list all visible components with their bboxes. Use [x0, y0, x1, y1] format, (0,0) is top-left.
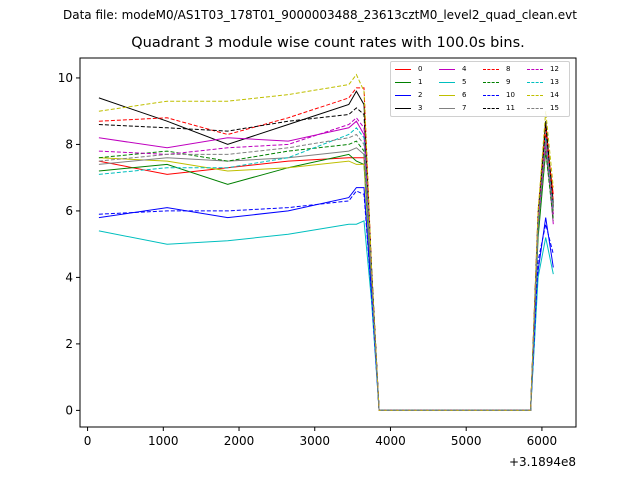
- legend-label: 11: [506, 104, 515, 112]
- legend-swatch: [527, 107, 543, 109]
- legend-item-2: 2: [395, 90, 422, 100]
- legend-swatch: [439, 94, 455, 96]
- legend-item-9: 9: [483, 77, 510, 87]
- legend-label: 6: [462, 91, 467, 99]
- x-tick-label: 1000: [148, 434, 179, 448]
- series-line-5: [98, 220, 554, 411]
- legend-label: 10: [506, 91, 515, 99]
- legend-item-12: 12: [527, 64, 559, 74]
- legend-item-6: 6: [439, 90, 466, 100]
- y-tick-label: 6: [65, 204, 73, 218]
- series-layer: [98, 73, 554, 411]
- legend-label: 15: [550, 104, 559, 112]
- series-line-3: [98, 90, 554, 411]
- legend-label: 12: [550, 65, 559, 73]
- legend-swatch: [483, 107, 499, 109]
- series-line-2: [98, 187, 554, 411]
- y-tick-label: 4: [65, 270, 73, 284]
- legend-item-7: 7: [439, 103, 466, 113]
- legend-item-8: 8: [483, 64, 510, 74]
- x-axis: 0 1000 2000 3000 4000 5000 6000: [84, 427, 557, 448]
- legend-item-0: 0: [395, 64, 422, 74]
- series-line-0: [98, 134, 554, 411]
- series-line-13: [98, 127, 554, 411]
- legend-item-1: 1: [395, 77, 422, 87]
- legend-swatch: [395, 81, 411, 83]
- legend-item-13: 13: [527, 77, 559, 87]
- legend-item-10: 10: [483, 90, 515, 100]
- y-tick-label: 8: [65, 137, 73, 151]
- legend-swatch: [527, 94, 543, 96]
- x-tick-label: 4000: [375, 434, 406, 448]
- series-line-7: [98, 144, 554, 411]
- legend-item-3: 3: [395, 103, 422, 113]
- legend-swatch: [439, 68, 455, 70]
- legend-swatch: [483, 81, 499, 83]
- series-line-6: [98, 147, 554, 411]
- legend-swatch: [483, 68, 499, 70]
- legend-item-5: 5: [439, 77, 466, 87]
- legend-label: 9: [506, 78, 511, 86]
- series-line-10: [98, 190, 554, 411]
- legend-item-15: 15: [527, 103, 559, 113]
- legend: 0 1 2 3 4 5 6 7 8 9 10 11 12 13 14 15: [390, 61, 570, 117]
- legend-label: 8: [506, 65, 511, 73]
- series-line-14: [98, 73, 554, 411]
- legend-label: 7: [462, 104, 467, 112]
- series-line-15: [98, 133, 554, 411]
- legend-swatch: [395, 107, 411, 109]
- chart-title: Quadrant 3 module wise count rates with …: [131, 35, 525, 51]
- x-tick-label: 5000: [451, 434, 482, 448]
- legend-label: 2: [418, 91, 423, 99]
- legend-label: 4: [462, 65, 467, 73]
- data-file-label: Data file: modeM0/AS1T03_178T01_90000034…: [63, 8, 577, 22]
- legend-label: 3: [418, 104, 423, 112]
- y-tick-label: 0: [65, 403, 73, 417]
- legend-label: 14: [550, 91, 559, 99]
- legend-swatch: [527, 68, 543, 70]
- legend-swatch: [395, 68, 411, 70]
- legend-swatch: [439, 107, 455, 109]
- legend-label: 5: [462, 78, 467, 86]
- x-offset-label: +3.1894e8: [509, 455, 576, 469]
- legend-label: 13: [550, 78, 559, 86]
- legend-item-11: 11: [483, 103, 515, 113]
- legend-label: 0: [418, 65, 423, 73]
- y-tick-label: 2: [65, 337, 73, 351]
- legend-label: 1: [418, 78, 423, 86]
- y-tick-label: 10: [58, 71, 73, 85]
- series-line-9: [98, 140, 554, 411]
- legend-swatch: [439, 81, 455, 83]
- legend-swatch: [395, 94, 411, 96]
- legend-item-4: 4: [439, 64, 466, 74]
- x-tick-label: 3000: [299, 434, 330, 448]
- series-line-8: [98, 87, 554, 411]
- legend-item-14: 14: [527, 90, 559, 100]
- legend-swatch: [483, 94, 499, 96]
- series-line-12: [98, 117, 554, 411]
- x-tick-label: 0: [84, 434, 92, 448]
- x-tick-label: 2000: [224, 434, 255, 448]
- y-axis: 0 2 4 6 8 10: [58, 71, 80, 417]
- plot-frame: [79, 57, 577, 428]
- legend-swatch: [527, 81, 543, 83]
- series-line-1: [98, 151, 554, 411]
- x-tick-label: 6000: [527, 434, 558, 448]
